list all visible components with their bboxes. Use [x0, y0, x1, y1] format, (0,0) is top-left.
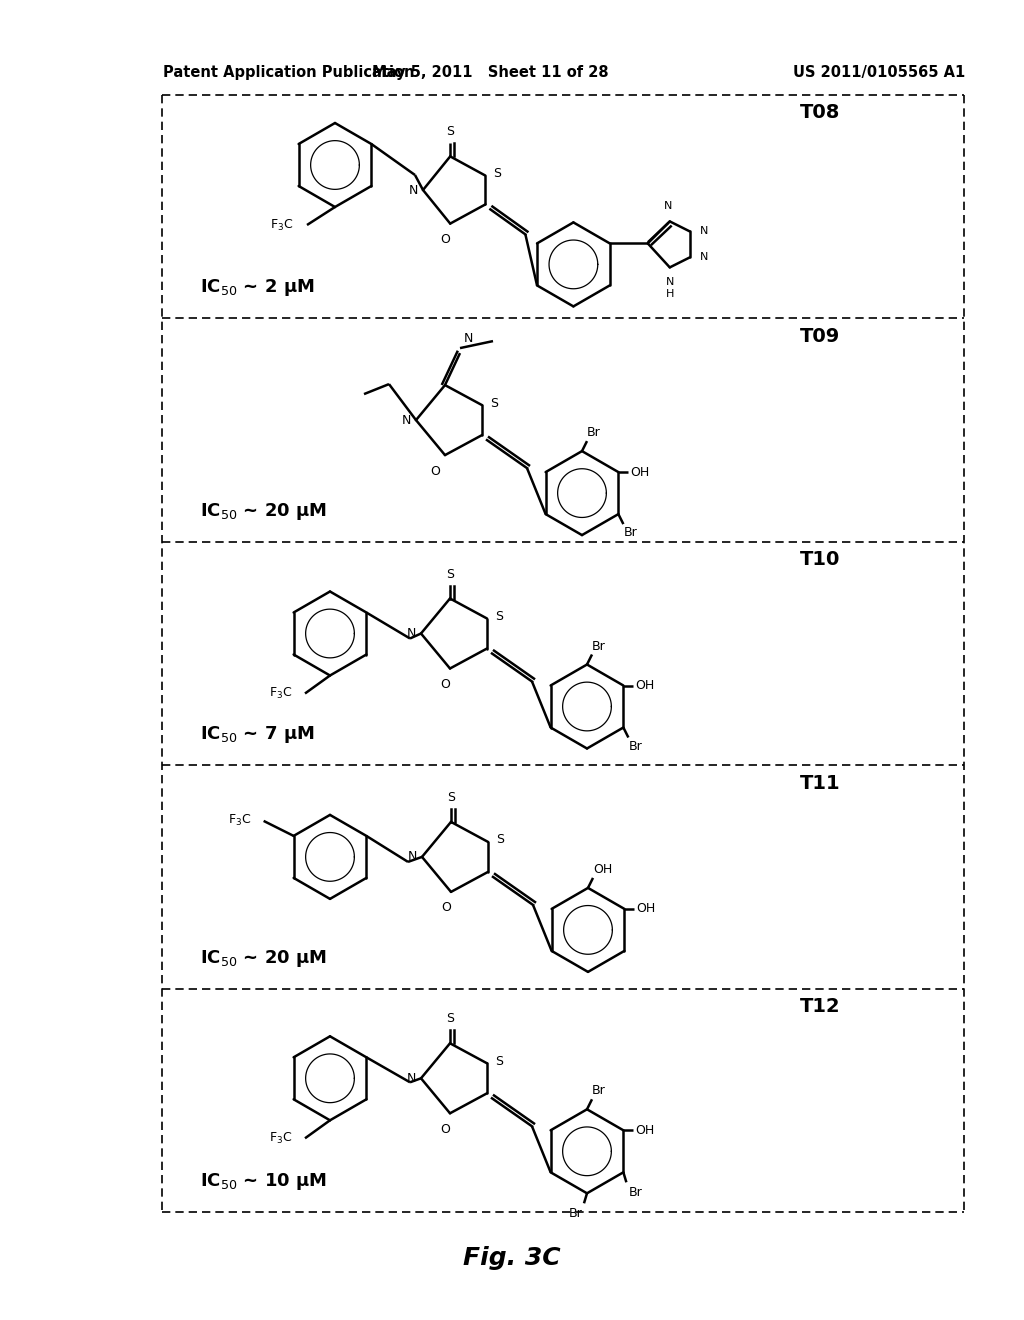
Text: OH: OH [636, 903, 655, 915]
Text: T10: T10 [800, 550, 840, 569]
Text: IC$_{50}$ ~ 2 μM: IC$_{50}$ ~ 2 μM [200, 277, 314, 298]
Text: Br: Br [629, 739, 642, 752]
Text: OH: OH [635, 1123, 654, 1137]
Text: Br: Br [629, 1187, 642, 1200]
Text: S: S [446, 125, 455, 139]
Text: IC$_{50}$ ~ 7 μM: IC$_{50}$ ~ 7 μM [200, 725, 314, 746]
Text: Fig. 3C: Fig. 3C [463, 1246, 561, 1270]
Text: OH: OH [635, 678, 654, 692]
Text: O: O [430, 465, 440, 478]
Text: S: S [496, 833, 504, 846]
Text: S: S [446, 1012, 454, 1026]
Text: F$_3$C: F$_3$C [268, 686, 292, 701]
Text: Br: Br [568, 1208, 582, 1220]
Text: S: S [447, 791, 455, 804]
Text: F$_3$C: F$_3$C [268, 1131, 292, 1146]
Text: O: O [441, 902, 451, 915]
Text: S: S [495, 1055, 503, 1068]
Text: N: N [401, 413, 411, 426]
Text: T12: T12 [800, 997, 841, 1016]
Text: N: N [409, 183, 418, 197]
Text: N: N [699, 252, 709, 263]
Text: F$_3$C: F$_3$C [269, 218, 293, 232]
Text: N: N [699, 227, 709, 236]
Text: OH: OH [593, 863, 612, 876]
Text: S: S [446, 568, 454, 581]
Text: S: S [490, 396, 498, 409]
Text: O: O [440, 234, 451, 246]
Text: T08: T08 [800, 103, 840, 123]
Text: H: H [666, 289, 674, 300]
Text: N: N [464, 333, 473, 345]
Text: Br: Br [624, 527, 637, 539]
Text: OH: OH [631, 466, 649, 479]
Text: T11: T11 [800, 774, 841, 793]
Text: T09: T09 [800, 327, 840, 346]
Text: IC$_{50}$ ~ 10 μM: IC$_{50}$ ~ 10 μM [200, 1171, 327, 1192]
Text: N: N [407, 627, 416, 640]
Text: Br: Br [587, 426, 601, 440]
Text: S: S [495, 610, 503, 623]
Text: N: N [666, 277, 674, 288]
Text: May 5, 2011   Sheet 11 of 28: May 5, 2011 Sheet 11 of 28 [372, 65, 608, 81]
Text: O: O [440, 678, 450, 690]
Text: N: N [664, 202, 672, 211]
Text: US 2011/0105565 A1: US 2011/0105565 A1 [793, 65, 965, 81]
Text: N: N [407, 1072, 416, 1085]
Text: Br: Br [592, 639, 606, 652]
Text: N: N [408, 850, 417, 863]
Text: IC$_{50}$ ~ 20 μM: IC$_{50}$ ~ 20 μM [200, 500, 327, 521]
Text: O: O [440, 1123, 450, 1135]
Text: IC$_{50}$ ~ 20 μM: IC$_{50}$ ~ 20 μM [200, 948, 327, 969]
Text: Patent Application Publication: Patent Application Publication [163, 65, 415, 81]
Text: S: S [494, 168, 502, 180]
Text: F$_3$C: F$_3$C [228, 813, 252, 829]
Text: Br: Br [592, 1084, 606, 1097]
